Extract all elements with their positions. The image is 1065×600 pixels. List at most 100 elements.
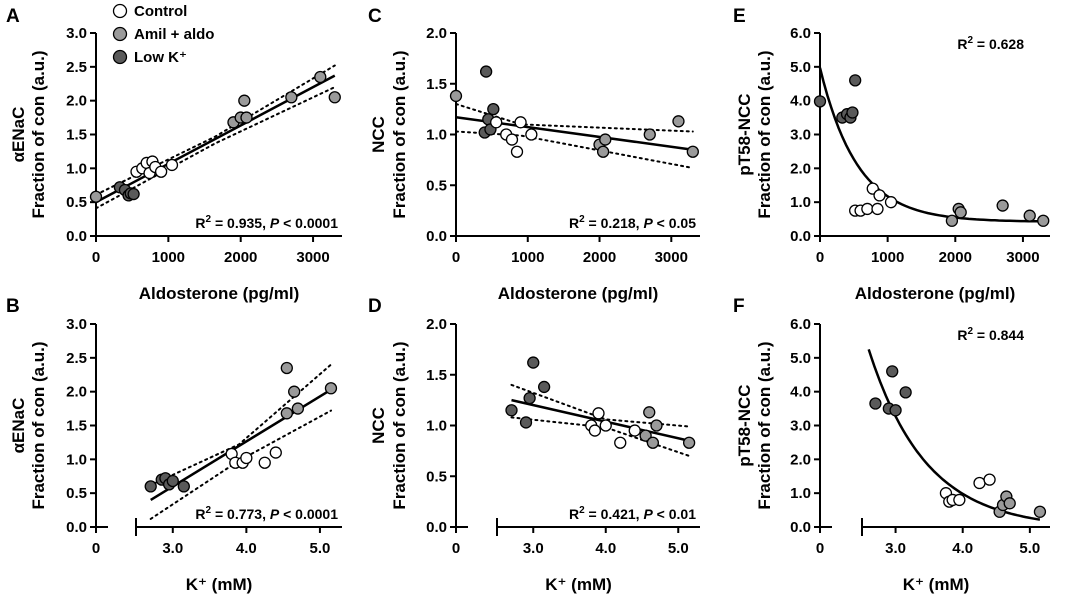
data-point-amil (643, 128, 656, 141)
data-point-amil (1023, 209, 1036, 222)
x-tick-label: 2000 (939, 249, 972, 266)
panel-A: A 0.0 0.5 1.0 1.5 2.0 2.5 3.0 0 1000 2000 3000 Aldos… (6, 6, 342, 303)
data-point-control (871, 202, 884, 216)
y-tick-label: 1.5 (426, 76, 447, 93)
data-point-amil (650, 419, 663, 432)
panel-F: F 0.0 1.0 2.0 3.0 4.0 5.0 6.0 0 3.0 4.0 5.0 K⁺ (mM) p… (733, 296, 1050, 594)
data-point-control (592, 407, 605, 420)
data-point-lowk (869, 397, 882, 410)
x-tick-label: 4.0 (595, 540, 616, 557)
data-point-control (861, 202, 874, 216)
confidence-band-lower (455, 130, 694, 169)
x-tick-label: 1000 (871, 249, 904, 266)
data-point-lowk (886, 365, 899, 378)
x-tick-label: 3.0 (523, 540, 544, 557)
panel-B: B 0.0 0.5 1.0 1.5 2.0 2.5 3.0 0 3.0 4.0 5.0 K⁺ (mM) α… (6, 296, 342, 594)
x-tick-label: 5.0 (668, 540, 689, 557)
y-tick-label: 0.5 (66, 194, 87, 211)
data-point-control (165, 158, 179, 172)
y-tick-label: 3.0 (790, 418, 811, 435)
data-point-amil (240, 111, 253, 124)
data-point-amil (672, 115, 685, 128)
y-tick-label: 0.0 (66, 228, 87, 245)
legend-marker-lowk (112, 49, 128, 65)
fit-statistics: R2 = 0.844 (957, 326, 1024, 343)
data-point-amil (238, 94, 251, 107)
y-axis-label-fraction: Fraction of con (a.u.) (755, 341, 774, 509)
y-tick-label: 0.5 (426, 177, 447, 194)
x-axis-label: Aldosterone (pg/ml) (855, 284, 1016, 303)
panel-label: D (368, 296, 382, 317)
x-tick-label: 2000 (583, 249, 616, 266)
y-tick-label: 0.0 (426, 519, 447, 536)
legend-marker-amil (112, 26, 128, 42)
x-axis-label: K⁺ (mM) (186, 575, 253, 594)
confidence-band-lower (149, 409, 332, 520)
data-point-control (973, 476, 986, 490)
data-point-control (953, 493, 966, 507)
data-point-control (258, 456, 271, 469)
data-point-lowk (523, 391, 536, 405)
data-point-amil (996, 199, 1009, 212)
y-tick-label: 3.0 (66, 25, 87, 42)
y-tick-label: 2.0 (426, 25, 447, 42)
regression-line (511, 398, 690, 442)
data-point-control (240, 451, 253, 465)
confidence-band-lower (95, 86, 336, 210)
confidence-band-lower (510, 416, 691, 457)
panel-label: A (6, 6, 20, 27)
data-point-lowk (487, 102, 500, 116)
data-point-amil (449, 89, 463, 103)
data-point-control (490, 116, 503, 129)
data-point-control (514, 116, 527, 129)
x-tick-label: 4.0 (236, 540, 257, 557)
fit-statistics: R2 = 0.773, P < 0.0001 (195, 505, 338, 522)
data-point-amil (1037, 214, 1050, 227)
y-tick-label: 2.0 (66, 384, 87, 401)
y-tick-label: 0.0 (790, 228, 811, 245)
data-point-control (628, 424, 641, 437)
data-point-control (884, 196, 898, 209)
data-point-amil (599, 133, 612, 146)
y-tick-label: 1.0 (790, 194, 811, 211)
x-tick-label: 0 (816, 540, 824, 557)
fit-statistics: R2 = 0.218, P < 0.05 (569, 214, 696, 231)
data-point-control (588, 424, 602, 437)
data-point-amil (314, 70, 327, 84)
y-tick-label: 1.0 (426, 418, 447, 435)
y-tick-label: 1.0 (790, 485, 811, 502)
y-axis-label-fraction: Fraction of con (a.u.) (755, 50, 774, 218)
x-tick-label: 3000 (655, 249, 688, 266)
regression-line (95, 74, 336, 204)
x-tick-label: 1000 (152, 249, 185, 266)
panel-E: E 0.0 1.0 2.0 3.0 4.0 5.0 6.0 0 1000 2000 3000 Aldos… (733, 6, 1050, 303)
panel-D: D 0.0 0.5 1.0 1.5 2.0 0 3.0 4.0 5.0 K⁺ (mM) NCC Frac… (368, 296, 700, 594)
data-point-lowk (846, 106, 859, 119)
data-point-lowk (889, 404, 902, 417)
data-point-amil (324, 382, 338, 395)
data-point-lowk (527, 356, 540, 369)
y-axis-label-protein: αENaC (9, 398, 28, 454)
panel-label: B (6, 296, 20, 317)
legend-label-control: Control (134, 3, 187, 20)
confidence-band-upper (149, 363, 332, 486)
x-tick-label: 0 (92, 249, 100, 266)
data-point-lowk (479, 65, 493, 78)
x-tick-label: 3.0 (885, 540, 906, 557)
y-tick-label: 3.0 (790, 127, 811, 144)
data-point-lowk (127, 187, 140, 201)
legend-label-amil: Amil + aldo (134, 26, 214, 43)
x-tick-label: 1000 (511, 249, 544, 266)
legend-label-lowk: Low K⁺ (134, 49, 187, 66)
data-point-amil (280, 407, 293, 420)
y-tick-label: 1.5 (66, 418, 87, 435)
fit-statistics: R2 = 0.628 (957, 35, 1024, 52)
data-point-control (510, 145, 524, 158)
data-point-amil (643, 406, 656, 419)
y-axis-label-fraction: Fraction of con (a.u.) (390, 50, 409, 218)
regression-curve (818, 67, 1044, 223)
legend: Control Amil + aldo Low K⁺ (112, 3, 214, 66)
y-tick-label: 2.0 (790, 160, 811, 177)
x-tick-label: 2000 (224, 249, 257, 266)
y-tick-label: 0.0 (426, 228, 447, 245)
